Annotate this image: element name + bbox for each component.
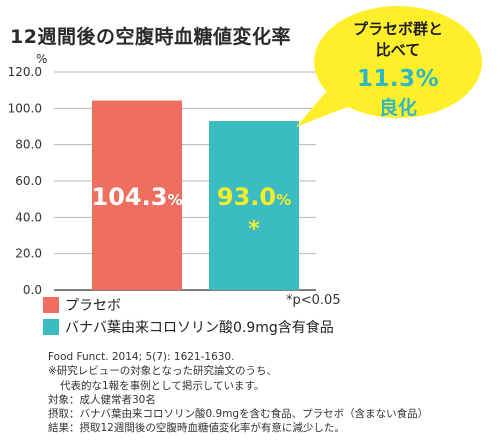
y-tick-label: 0.0 xyxy=(23,283,42,297)
y-tick-label: 20.0 xyxy=(15,247,42,261)
y-tick-label: 40.0 xyxy=(15,210,42,224)
significance-asterisk: * xyxy=(248,217,260,242)
legend-swatch-banaba xyxy=(43,319,59,335)
note-subjects: 対象：成人健常者30名 xyxy=(48,393,156,406)
legend-swatch-placebo xyxy=(43,297,59,313)
y-tick-label: 80.0 xyxy=(15,138,42,152)
bar-2 xyxy=(209,121,299,290)
legend-label-banaba: バナバ葉由来コロソリン酸0.9mg含有食品 xyxy=(65,320,334,336)
note-line-3: 代表的な1報を事例として掲示しています。 xyxy=(60,379,265,392)
note-citation: Food Funct. 2014; 5(7): 1621-1630. xyxy=(48,351,235,363)
callout-percentage: 11.3% xyxy=(356,66,440,92)
y-tick-label: 60.0 xyxy=(15,174,42,188)
bars xyxy=(92,100,299,290)
callout-bubble xyxy=(296,6,482,127)
callout-line-1: プラセボ群と xyxy=(352,20,443,38)
y-tick-label: 100.0 xyxy=(8,101,42,115)
significance-note: *p<0.05 xyxy=(286,293,341,308)
note-result: 結果：摂取12週間後の空腹時血糖値変化率が有意に減少した。 xyxy=(48,422,345,435)
callout-line-2: 比べて xyxy=(375,41,421,59)
legend-label-placebo: プラセボ xyxy=(65,298,121,314)
y-tick-label: 120.0 xyxy=(8,65,42,79)
callout-ellipse xyxy=(314,6,482,118)
chart-title: 12週間後の空腹時血糖値変化率 xyxy=(10,26,291,48)
y-axis-unit: % xyxy=(36,52,48,66)
note-intake: 摂取：バナバ葉由来コロソリン酸0.9mgを含む食品、プラセボ（含まない食品） xyxy=(48,408,429,421)
bar-1 xyxy=(92,100,182,290)
bar-value-labels: 104.3% 93.0% * xyxy=(92,183,292,242)
callout-line-4: 良化 xyxy=(378,97,417,119)
legend-item-placebo: プラセボ xyxy=(43,295,121,315)
callout-pointer xyxy=(296,92,350,127)
note-line-2: ※研究レビューの対象となった研究論文のうち、 xyxy=(48,365,277,378)
bar-value-label-2: 93.0% xyxy=(217,183,291,211)
y-tick-labels: 0.0 20.0 40.0 60.0 80.0 100.0 120.0 xyxy=(8,65,42,297)
bar-value-label-1: 104.3% xyxy=(92,183,183,211)
study-notes: Food Funct. 2014; 5(7): 1621-1630. ※研究レビ… xyxy=(48,350,428,436)
legend-item-banaba: バナバ葉由来コロソリン酸0.9mg含有食品 xyxy=(43,317,334,337)
